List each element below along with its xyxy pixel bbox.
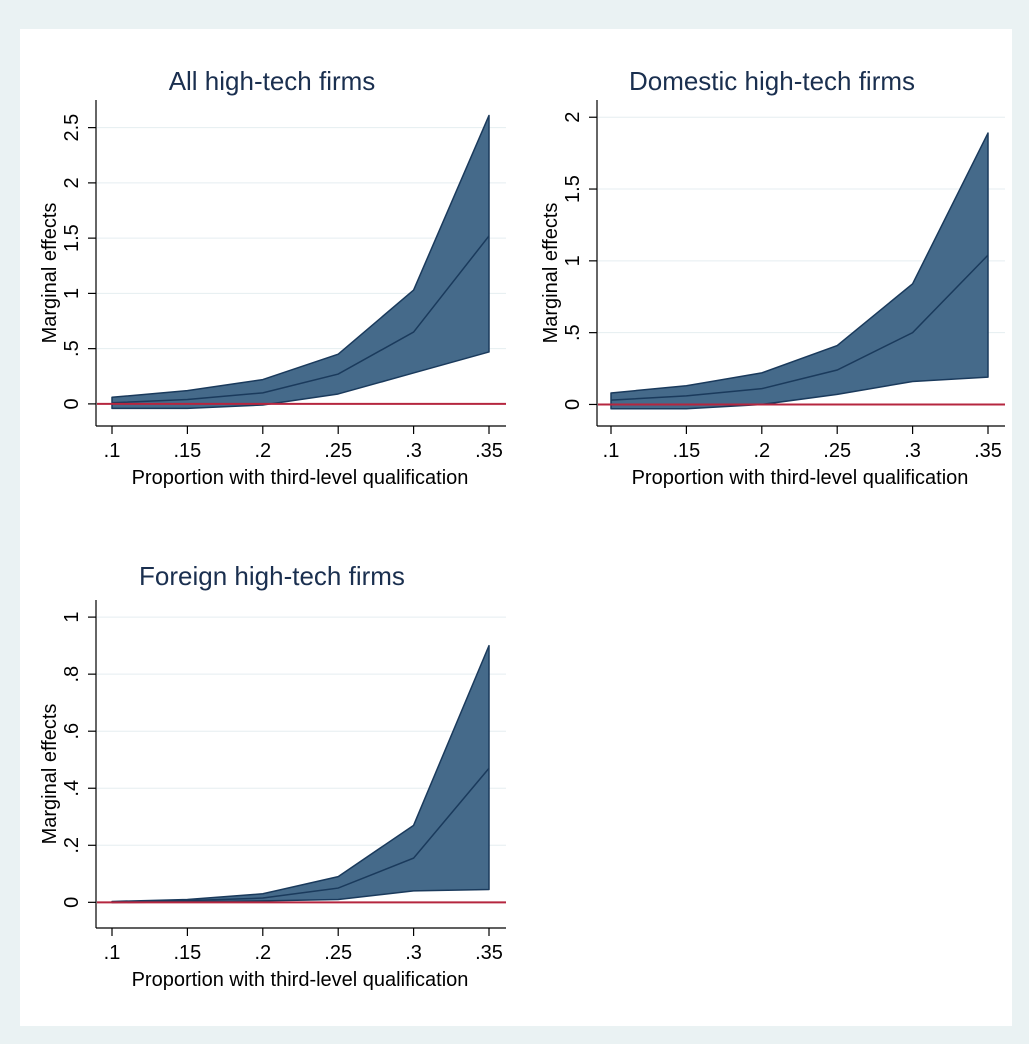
x-axis-label: Proportion with third-level qualificatio… bbox=[632, 467, 969, 489]
x-tick-label: .3 bbox=[405, 942, 422, 964]
figure-panel bbox=[20, 29, 1012, 1026]
y-tick-label: .8 bbox=[61, 666, 83, 683]
y-axis-label: Marginal effects bbox=[540, 203, 562, 344]
x-tick-label: .25 bbox=[324, 440, 352, 462]
y-tick-label: 0 bbox=[562, 399, 584, 410]
x-tick-label: .1 bbox=[603, 440, 620, 462]
x-tick-label: .2 bbox=[753, 440, 770, 462]
y-tick-label: .5 bbox=[61, 340, 83, 357]
x-tick-label: .15 bbox=[672, 440, 700, 462]
y-tick-label: .5 bbox=[562, 324, 584, 341]
y-tick-label: 1 bbox=[61, 612, 83, 623]
x-axis-label: Proportion with third-level qualificatio… bbox=[132, 969, 469, 991]
y-tick-label: 2 bbox=[61, 177, 83, 188]
x-tick-label: .2 bbox=[254, 942, 271, 964]
confidence-band bbox=[610, 132, 989, 410]
y-axis-label: Marginal effects bbox=[39, 704, 61, 845]
x-tick-label: .15 bbox=[173, 440, 201, 462]
estimate-line bbox=[111, 235, 490, 404]
y-tick-label: 1 bbox=[61, 288, 83, 299]
y-tick-label: 2.5 bbox=[61, 114, 83, 142]
x-tick-label: .15 bbox=[173, 942, 201, 964]
y-tick-label: 2 bbox=[562, 112, 584, 123]
y-tick-label: .4 bbox=[61, 780, 83, 797]
y-tick-label: 0 bbox=[61, 897, 83, 908]
y-tick-label: .2 bbox=[61, 837, 83, 854]
x-tick-label: .35 bbox=[475, 942, 503, 964]
x-tick-label: .35 bbox=[974, 440, 1002, 462]
x-tick-label: .25 bbox=[823, 440, 851, 462]
estimate-line bbox=[111, 767, 490, 903]
chart-title: Domestic high-tech firms bbox=[629, 66, 915, 96]
x-tick-label: .3 bbox=[405, 440, 422, 462]
chart-panel-2: 0 .5 1 1.5 2 .1 .15 .2 .25 .3 .35 Domestic high-tec… bbox=[540, 66, 1005, 489]
x-tick-label: .1 bbox=[104, 942, 121, 964]
x-tick-label: .2 bbox=[254, 440, 271, 462]
y-tick-label: 1.5 bbox=[61, 224, 83, 252]
x-tick-label: .35 bbox=[475, 440, 503, 462]
chart-title: All high-tech firms bbox=[169, 66, 376, 96]
chart-panel-3: 0 .2 .4 .6 .8 1 .1 .15 .2 .25 .3 .35 Foreign high-te… bbox=[39, 561, 506, 991]
y-tick-label: 1.5 bbox=[562, 175, 584, 203]
estimate-line bbox=[610, 254, 989, 401]
y-tick-label: 0 bbox=[61, 398, 83, 409]
x-axis-label: Proportion with third-level qualificatio… bbox=[132, 467, 469, 489]
x-tick-label: .1 bbox=[104, 440, 121, 462]
chart-panel-1: 0 .5 1 1.5 2 2.5 .1 .15 .2 .25 .3 .35 All high-tech … bbox=[39, 66, 506, 489]
y-axis-label: Marginal effects bbox=[39, 203, 61, 344]
x-tick-label: .3 bbox=[904, 440, 921, 462]
x-tick-label: .25 bbox=[324, 942, 352, 964]
y-tick-label: 1 bbox=[562, 255, 584, 266]
chart-title: Foreign high-tech firms bbox=[139, 561, 405, 591]
confidence-band bbox=[111, 114, 490, 410]
y-tick-label: .6 bbox=[61, 723, 83, 740]
